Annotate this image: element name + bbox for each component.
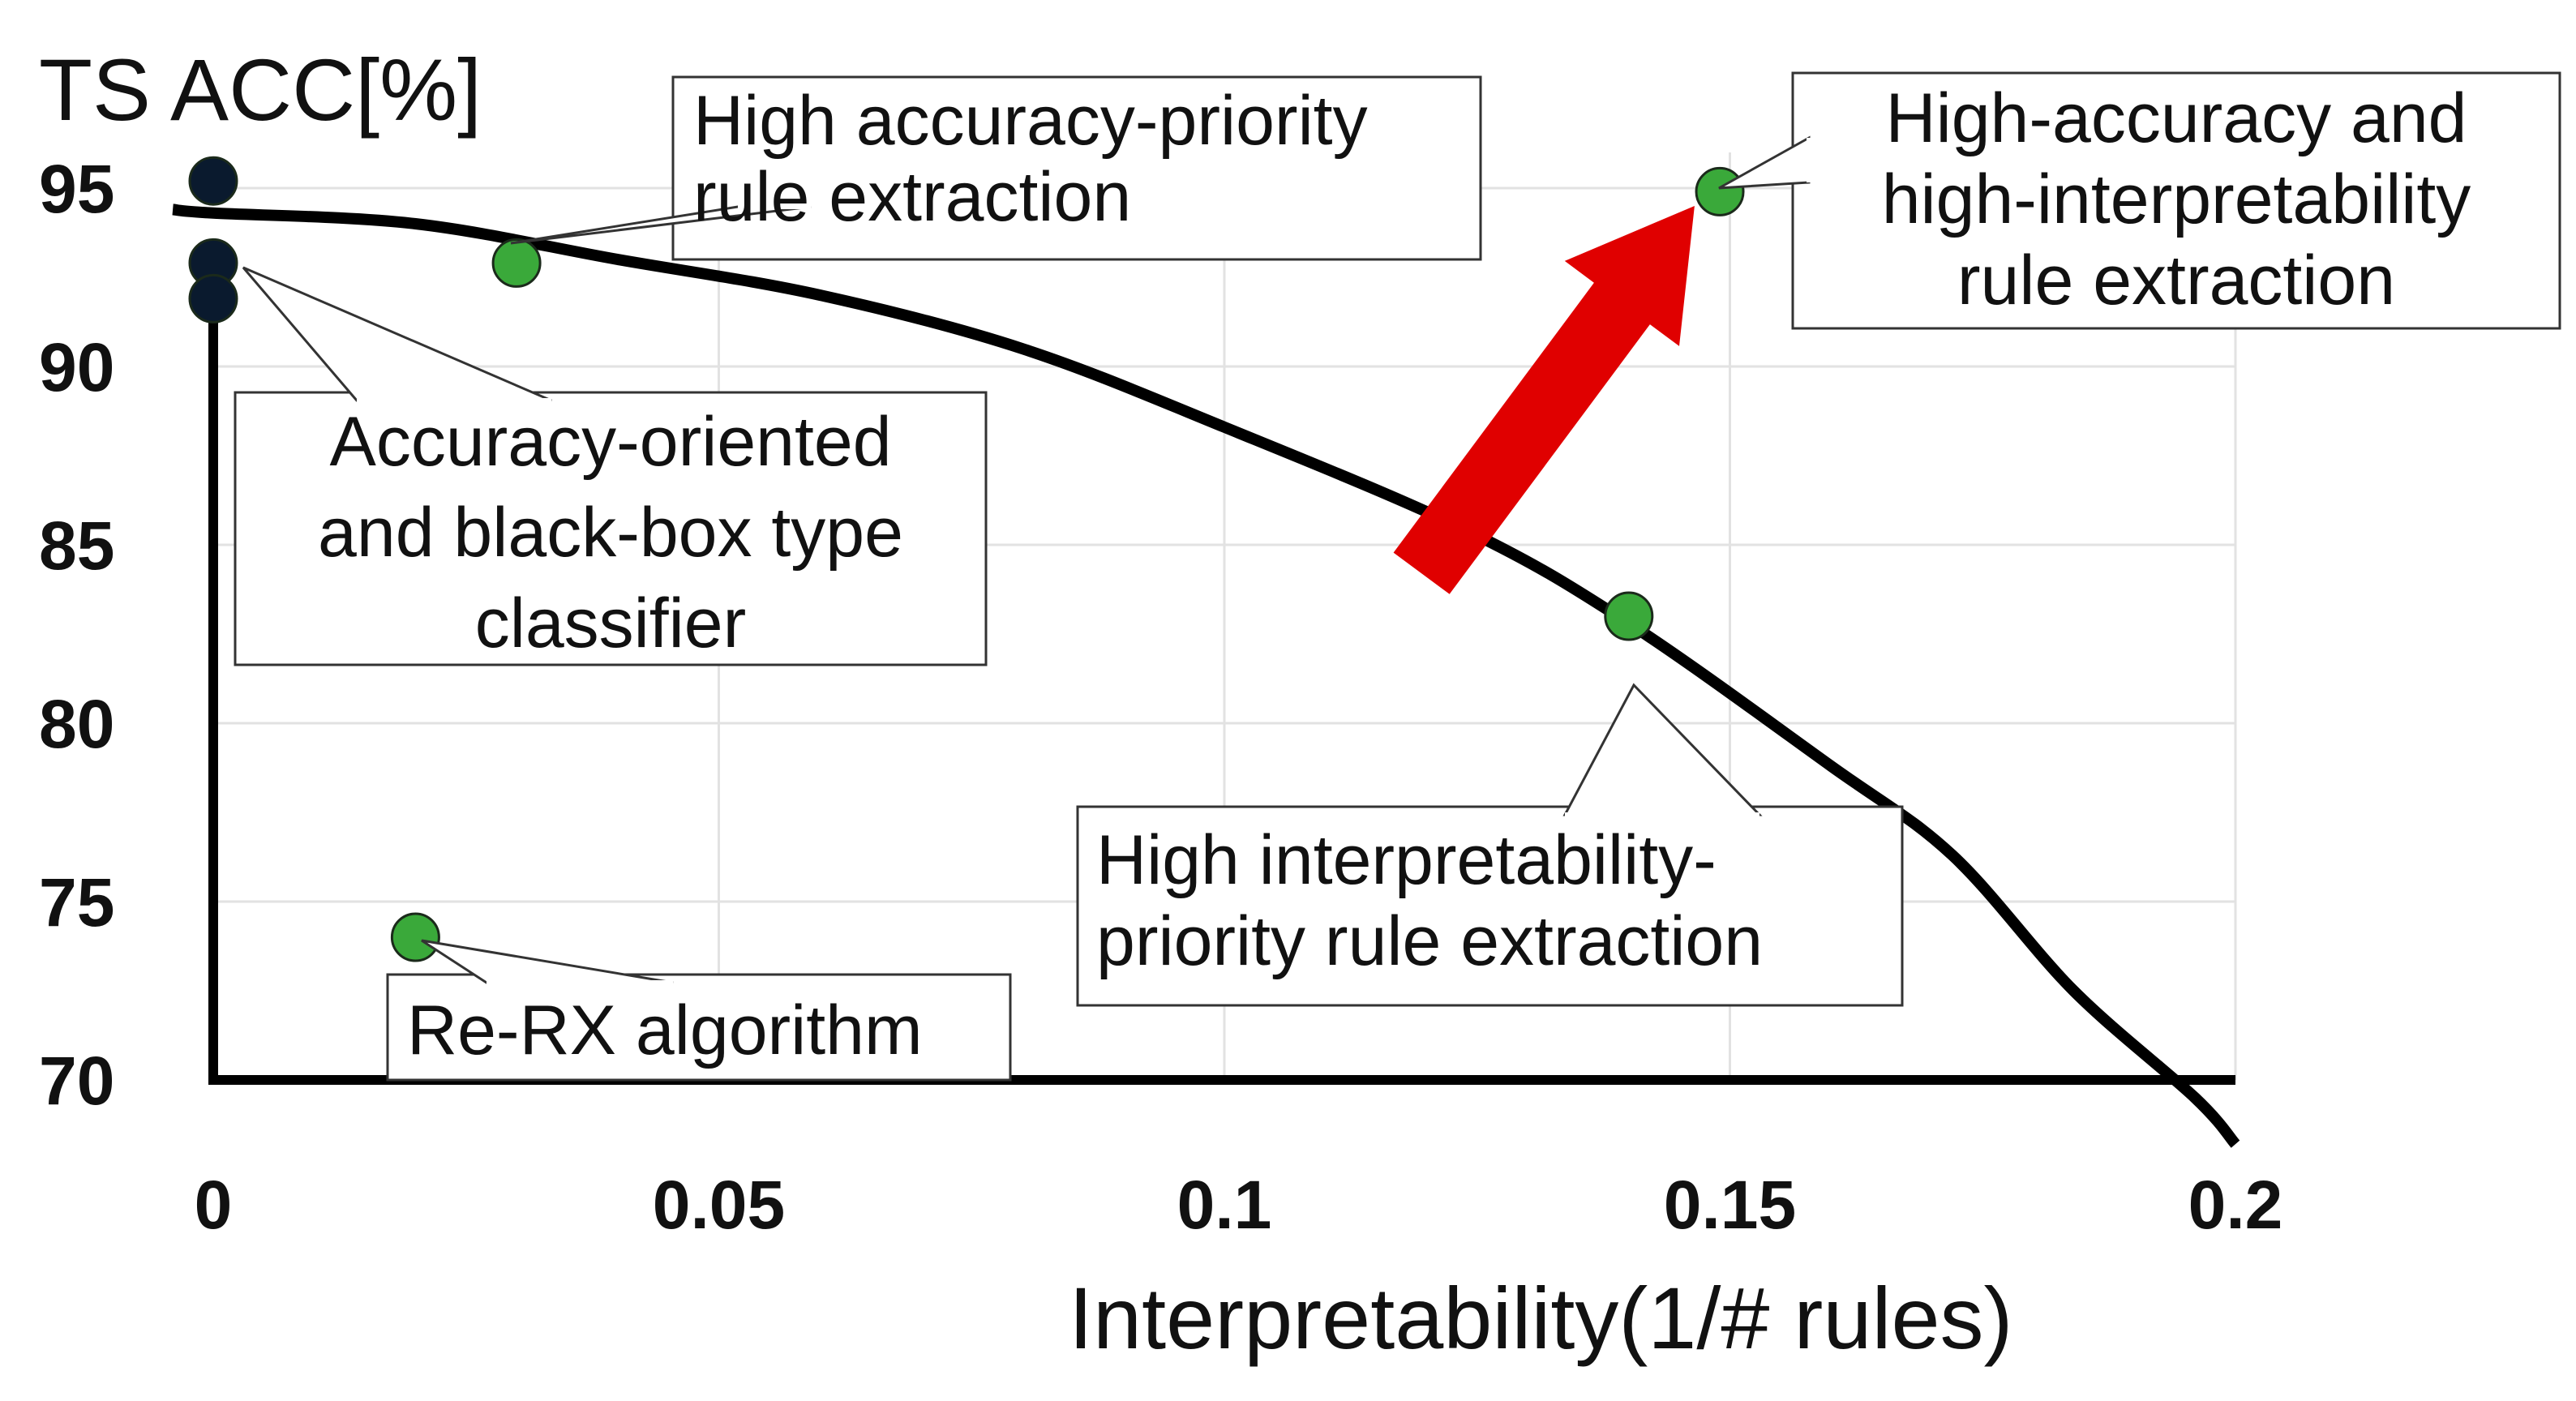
callout-text-line: rule extraction bbox=[1957, 242, 2395, 319]
callout-box bbox=[386, 973, 1012, 1082]
x-tick-label: 0.2 bbox=[2188, 1167, 2283, 1243]
x-tick-label: 0.05 bbox=[653, 1167, 786, 1243]
x-tick-label: 0.15 bbox=[1664, 1167, 1797, 1243]
callout-text-line: classifier bbox=[475, 585, 747, 662]
y-tick-label: 85 bbox=[39, 508, 114, 584]
callout-text-line: rule extraction bbox=[693, 158, 1131, 236]
y-tick-label: 75 bbox=[39, 864, 114, 940]
improvement-arrow bbox=[1393, 206, 1695, 594]
y-tick-label: 80 bbox=[39, 686, 114, 762]
y-tick-label: 90 bbox=[39, 329, 114, 405]
callout-interpretability-priority: High interpretability-priority rule extr… bbox=[1076, 683, 1904, 1007]
rule-extraction-point bbox=[390, 912, 440, 962]
callout-box bbox=[1791, 71, 2561, 330]
x-axis-title: Interpretability(1/# rules) bbox=[1069, 1269, 2012, 1367]
callout-text-line: Re-RX algorithm bbox=[407, 992, 923, 1069]
callout-re-rx: Re-RX algorithm bbox=[386, 939, 1012, 1082]
callout-text-line: and black-box type bbox=[318, 494, 903, 572]
callout-text-line: High interpretability- bbox=[1096, 821, 1717, 899]
data-points bbox=[188, 156, 1745, 962]
callout-box bbox=[234, 391, 988, 666]
callout-box bbox=[1076, 805, 1904, 1007]
tick-labels: 0 0.05 0.1 0.15 0.2 70 75 80 85 90 95 bbox=[39, 151, 2282, 1243]
black-box-point bbox=[188, 156, 238, 206]
callout-box bbox=[671, 75, 1482, 261]
rule-extraction-point bbox=[1604, 591, 1654, 641]
y-tick-label: 95 bbox=[39, 151, 114, 227]
callout-text-line: high-interpretability bbox=[1882, 161, 2471, 238]
callout-high-accuracy-interpretability: High-accuracy andhigh-interpretabilityru… bbox=[1718, 71, 2561, 330]
callout-text-line: High-accuracy and bbox=[1885, 79, 2467, 157]
trend-curve bbox=[172, 204, 2240, 1148]
callout-text-line: Accuracy-oriented bbox=[329, 403, 891, 481]
x-tick-label: 0.1 bbox=[1177, 1167, 1272, 1243]
rule-extraction-point bbox=[1695, 166, 1745, 216]
x-tick-label: 0 bbox=[195, 1167, 233, 1243]
callout-text-line: priority rule extraction bbox=[1096, 902, 1763, 980]
callout-text-line: High accuracy-priority bbox=[693, 82, 1368, 160]
y-axis-title: TS ACC[%] bbox=[39, 41, 482, 139]
black-box-point bbox=[188, 273, 238, 323]
rule-extraction-point bbox=[491, 238, 542, 288]
callout-black-box-classifier: Accuracy-oriented and black-box type class… bbox=[234, 266, 988, 666]
y-tick-label: 70 bbox=[39, 1043, 114, 1119]
